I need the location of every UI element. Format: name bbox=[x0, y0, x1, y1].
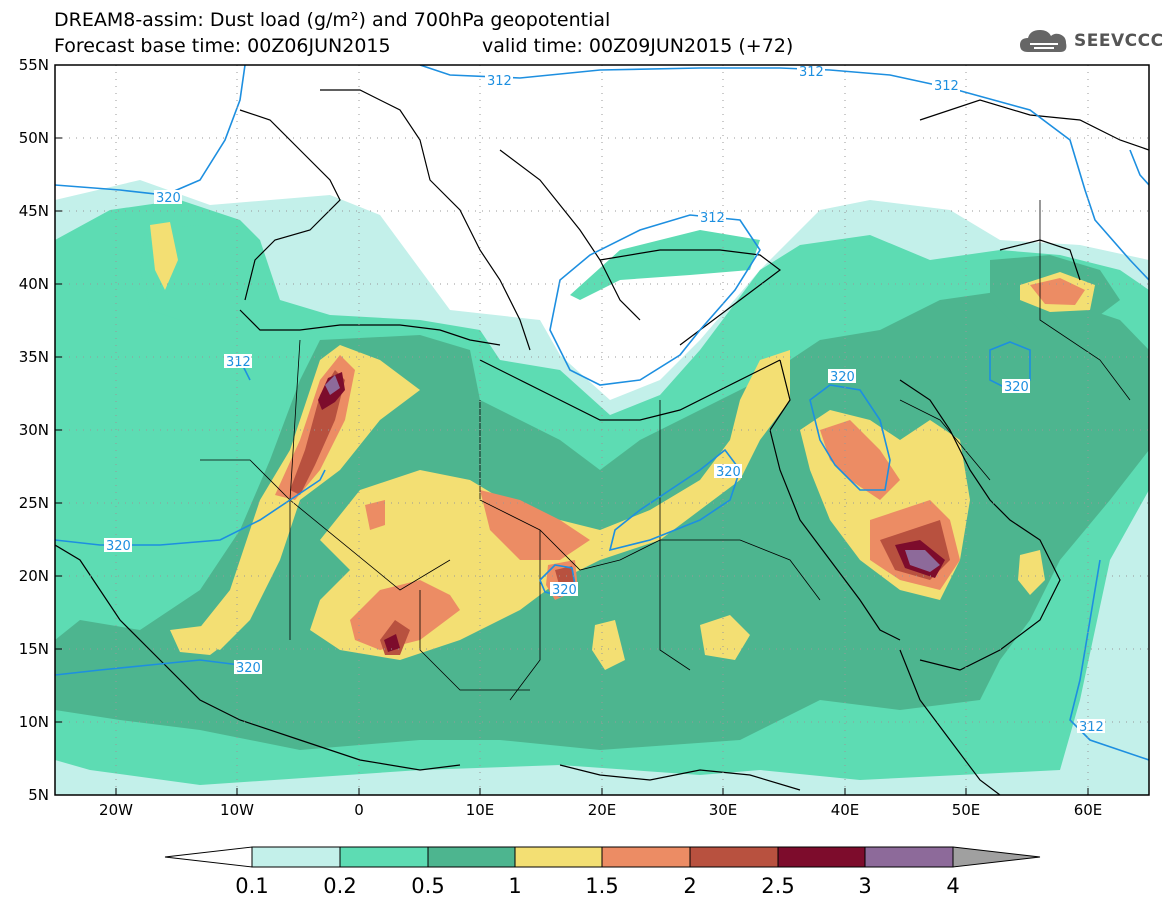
colorbar-bin bbox=[251, 846, 341, 868]
lon-label: 10W bbox=[220, 801, 254, 819]
lat-label: 55N bbox=[19, 56, 49, 74]
lat-label: 25N bbox=[19, 494, 49, 512]
colorbar-bin bbox=[427, 846, 516, 868]
contour-label-312: 312 bbox=[934, 79, 959, 94]
lat-labels: 55N 50N 45N 40N 35N 30N 25N 20N 15N 10N … bbox=[19, 56, 49, 804]
contour-label-320: 320 bbox=[830, 370, 855, 385]
contour-label-320: 320 bbox=[716, 465, 741, 480]
contour-labels: 312 312 312 320 312 312 320 320 320 320 … bbox=[104, 64, 1105, 735]
lon-labels: 20W 10W 0 10E 20E 30E 40E 50E 60E bbox=[99, 801, 1102, 819]
colorbar-bin bbox=[864, 846, 954, 868]
lat-label: 45N bbox=[19, 202, 49, 220]
contour-label-320: 320 bbox=[156, 191, 181, 206]
seevccc-logo: SEEVCCC bbox=[1018, 26, 1164, 56]
contour-label-320: 320 bbox=[552, 583, 577, 598]
lon-label: 20W bbox=[99, 801, 133, 819]
lat-label: 35N bbox=[19, 348, 49, 366]
colorbar-under-triangle bbox=[164, 846, 253, 868]
valid-time: valid time: 00Z09JUN2015 (+72) bbox=[482, 35, 794, 57]
contour-label-312: 312 bbox=[700, 211, 725, 226]
colorbar-label: 0.2 bbox=[323, 874, 356, 898]
colorbar-label: 1.5 bbox=[585, 874, 618, 898]
lon-label: 30E bbox=[709, 801, 738, 819]
colorbar-label: 0.1 bbox=[235, 874, 268, 898]
colorbar-bin bbox=[514, 846, 603, 868]
lat-label: 10N bbox=[19, 713, 49, 731]
contour-label-312: 312 bbox=[487, 74, 512, 89]
colorbar-bin bbox=[601, 846, 691, 868]
colorbar-bin bbox=[339, 846, 429, 868]
forecast-base-time: Forecast base time: 00Z06JUN2015 bbox=[54, 35, 391, 57]
lon-label: 20E bbox=[588, 801, 617, 819]
lon-label: 50E bbox=[952, 801, 981, 819]
lat-label: 40N bbox=[19, 275, 49, 293]
grid bbox=[55, 65, 1149, 795]
colorbar-label: 2.5 bbox=[761, 874, 794, 898]
lat-label: 50N bbox=[19, 129, 49, 147]
lon-label: 0 bbox=[354, 801, 364, 819]
colorbar-label: 0.5 bbox=[411, 874, 444, 898]
colorbar-bin bbox=[777, 846, 866, 868]
contour-label-312: 312 bbox=[1079, 720, 1104, 735]
colorbar-over-triangle bbox=[952, 846, 1041, 868]
tick-marks bbox=[55, 64, 1089, 796]
lat-label: 30N bbox=[19, 421, 49, 439]
contour-label-320: 320 bbox=[1004, 380, 1029, 395]
contour-label-320: 320 bbox=[106, 539, 131, 554]
colorbar-label: 2 bbox=[683, 874, 696, 898]
lat-label: 20N bbox=[19, 567, 49, 585]
borders bbox=[200, 200, 1131, 701]
contour-label-320: 320 bbox=[236, 661, 261, 676]
colorbar-label: 1 bbox=[508, 874, 521, 898]
lat-label: 15N bbox=[19, 640, 49, 658]
lat-label: 5N bbox=[28, 786, 49, 804]
colorbar-label: 3 bbox=[858, 874, 871, 898]
colorbar-label: 4 bbox=[946, 874, 959, 898]
coastlines bbox=[55, 89, 1149, 795]
lon-label: 60E bbox=[1074, 801, 1103, 819]
lon-label: 40E bbox=[831, 801, 860, 819]
lon-label: 10E bbox=[466, 801, 495, 819]
contour-label-312: 312 bbox=[799, 65, 824, 80]
logo-text: SEEVCCC bbox=[1074, 31, 1164, 51]
colorbar-bin bbox=[689, 846, 779, 868]
contour-label-312: 312 bbox=[226, 355, 251, 370]
cloud-icon bbox=[1020, 30, 1067, 52]
map-title: DREAM8-assim: Dust load (g/m²) and 700hP… bbox=[54, 9, 611, 31]
colorbar: 0.1 0.2 0.5 1 1.5 2 2.5 3 4 bbox=[164, 846, 1041, 898]
